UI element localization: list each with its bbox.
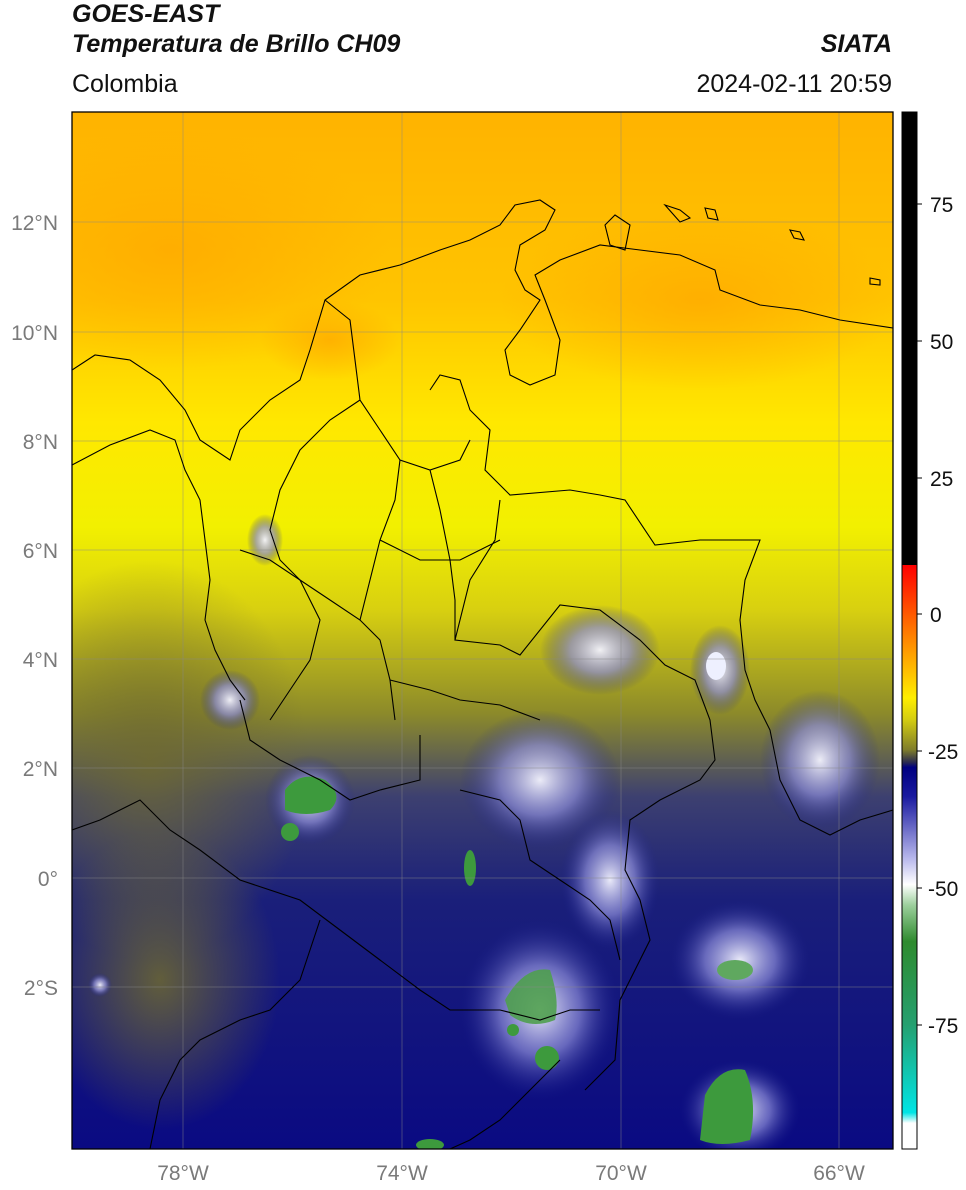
lon-tick-label: 74°W (376, 1162, 428, 1185)
lat-tick-label: 2°N (23, 758, 58, 781)
colorbar-tick-label: -75 (928, 1015, 958, 1038)
lat-tick-label: 2°S (24, 977, 58, 1000)
timestamp-label: 2024-02-11 20:59 (696, 70, 892, 98)
colorbar-tick-label: 75 (930, 194, 953, 217)
longitude-axis: 78°W 74°W 70°W 66°W (157, 1162, 865, 1185)
lat-tick-label: 4°N (23, 649, 58, 672)
colorbar-tick-label: -50 (928, 878, 958, 901)
brightness-temperature-field (72, 112, 893, 1149)
map-frame (71, 111, 894, 1150)
colorbar: 75 50 25 0 -25 -50 -75 (901, 111, 958, 1150)
lat-tick-label: 6°N (23, 540, 58, 563)
lon-tick-label: 66°W (813, 1162, 865, 1185)
colorbar-tick-label: 50 (930, 331, 953, 354)
lat-tick-label: 12°N (11, 212, 58, 235)
lat-tick-label: 0° (38, 868, 58, 891)
colorbar-tick-label: 0 (930, 604, 942, 627)
satellite-title: GOES-EAST (72, 0, 220, 28)
region-label: Colombia (72, 70, 178, 98)
latitude-axis: 12°N 10°N 8°N 6°N 4°N 2°N 0° 2°S (11, 212, 58, 1000)
agency-label: SIATA (820, 30, 892, 58)
colorbar-tick-label: -25 (928, 741, 958, 764)
political-boundaries (72, 199, 893, 1149)
colorbar-scale (901, 111, 918, 1150)
lon-tick-label: 70°W (595, 1162, 647, 1185)
colorbar-tick-label: 25 (930, 468, 953, 491)
lon-tick-label: 78°W (157, 1162, 209, 1185)
product-title: Temperatura de Brillo CH09 (72, 30, 401, 58)
lat-tick-label: 8°N (23, 431, 58, 454)
lat-tick-label: 10°N (11, 322, 58, 345)
